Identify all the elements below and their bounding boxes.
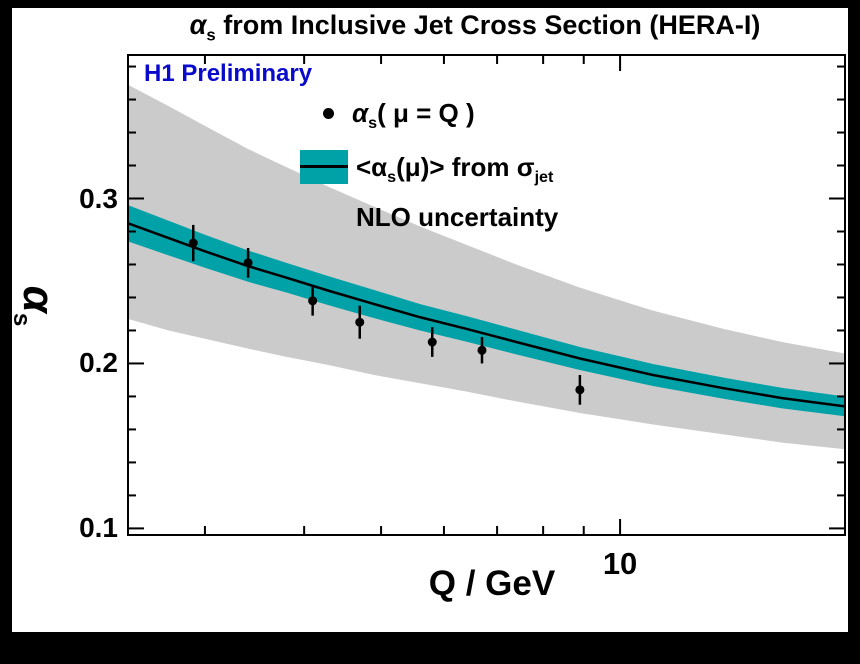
- legend-entry-nlo: NLO uncertainty: [356, 202, 559, 232]
- alpha-subscript: s: [206, 25, 216, 45]
- x-axis-title: Q / GeV: [428, 564, 556, 603]
- plot-area: αs from Inclusive Jet Cross Section (HER…: [8, 8, 848, 632]
- legend-entry-alpha-s: αs( μ = Q ): [352, 98, 475, 138]
- plot-canvas: [127, 54, 846, 536]
- data-point-marker-icon: [323, 108, 334, 119]
- y-axis-title: αs: [0, 266, 78, 346]
- plot-title: αs from Inclusive Jet Cross Section (HER…: [102, 10, 848, 45]
- fit-band-swatch-icon: [300, 150, 348, 184]
- alpha-subscript: s: [387, 168, 397, 187]
- legend-entry-text: ( μ = Q ): [377, 98, 475, 128]
- title-text: from Inclusive Jet Cross Section (HERA-I…: [215, 10, 761, 40]
- legend-entry-text: <α: [356, 152, 388, 182]
- h1-preliminary-label: H1 Preliminary: [144, 60, 313, 87]
- x-tick-label: 10: [602, 546, 638, 581]
- y-tick-label: 0.3: [79, 182, 118, 214]
- y-tick-label: 0.1: [79, 512, 118, 544]
- legend-entry-fit: <αs(μ)> from σjet: [356, 150, 553, 194]
- alpha-subscript: s: [8, 312, 36, 327]
- alpha-symbol: α: [189, 10, 207, 40]
- legend-entry-text: (μ)> from σ: [396, 152, 535, 182]
- y-tick-label: 0.2: [79, 347, 118, 379]
- alpha-symbol: α: [14, 285, 63, 313]
- alpha-symbol: α: [352, 98, 369, 128]
- alpha-subscript: s: [368, 114, 378, 133]
- jet-subscript: jet: [534, 168, 554, 187]
- fit-curve-line-icon: [300, 165, 348, 168]
- nlo-band-swatch-icon: [300, 200, 348, 234]
